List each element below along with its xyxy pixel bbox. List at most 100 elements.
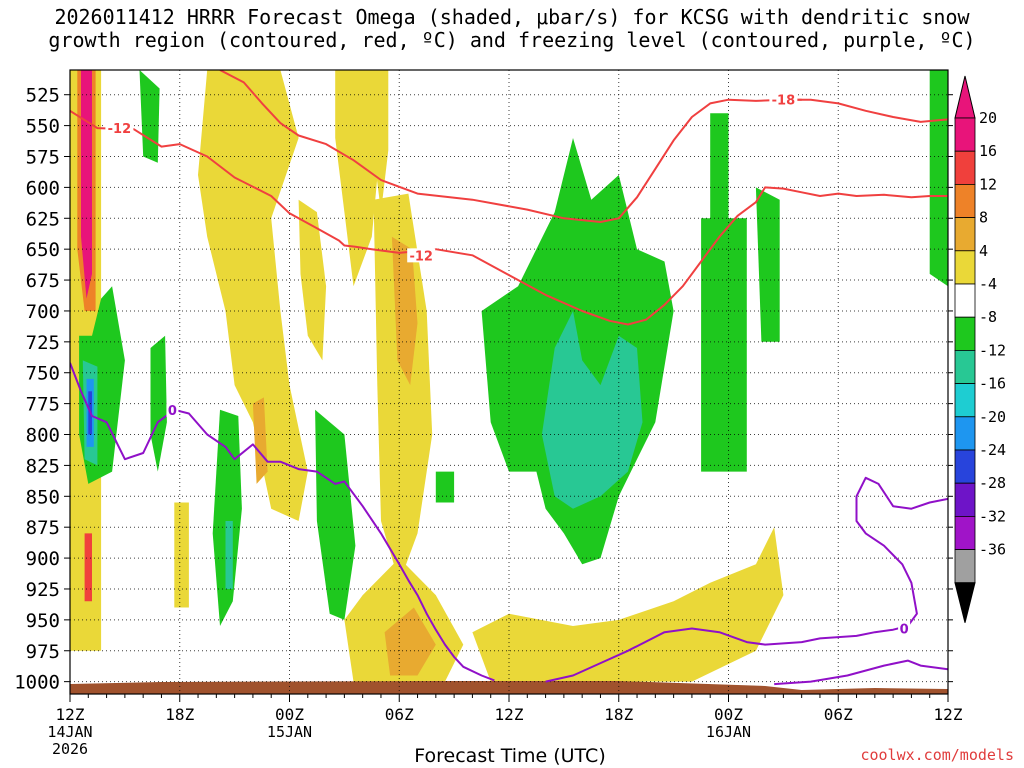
- x-tick-date-2: 15JAN: [267, 723, 312, 741]
- omega-region-29: [701, 218, 747, 472]
- omega-shading: [70, 70, 948, 682]
- x-axis-label: Forecast Time (UTC): [414, 745, 606, 767]
- x-tick-label-8: 12Z: [934, 705, 963, 724]
- colorbar-swatch-12: [954, 516, 976, 551]
- omega-region-17: [335, 70, 381, 287]
- y-tick-label-875: 875: [26, 517, 60, 539]
- x-tick-date-6: 16JAN: [706, 723, 751, 741]
- dgz-line-0: [70, 109, 948, 326]
- omega-region-26: [541, 311, 643, 509]
- y-tick-label-700: 700: [26, 301, 60, 323]
- freezing-line-2: [774, 659, 948, 686]
- omega-region-15: [174, 502, 189, 608]
- colorbar-label-8: -16: [979, 375, 1006, 393]
- colorbar-label-13: -36: [979, 541, 1006, 559]
- colorbar-swatch-2: [954, 183, 976, 218]
- colorbar-swatch-4: [954, 250, 976, 285]
- x-tick-label-0: 12Z: [56, 705, 85, 724]
- contour-label-3: 0: [168, 404, 177, 419]
- y-tick-label-625: 625: [26, 208, 60, 230]
- colorbar-swatch-6: [954, 316, 976, 351]
- colorbar-label-0: 20: [979, 109, 997, 127]
- omega-region-19: [366, 70, 389, 213]
- omega-region-27: [472, 527, 784, 682]
- y-tick-label-925: 925: [26, 579, 60, 601]
- contour-label-4: 0: [900, 623, 909, 638]
- colorbar-label-4: 4: [979, 242, 988, 260]
- y-tick-label-725: 725: [26, 332, 60, 354]
- colorbar-label-5: -4: [979, 275, 997, 293]
- contour-label-bg-4: [898, 621, 911, 636]
- y-tick-label-750: 750: [26, 363, 60, 385]
- colorbar-swatch-1: [954, 150, 976, 185]
- colorbar: 20 16 12 8 4 -4 -8 -12 -16 -20 -24 -28 -32 -36: [954, 75, 1006, 623]
- y-tick-label-900: 900: [26, 548, 60, 570]
- colorbar-label-7: -12: [979, 341, 1006, 359]
- omega-region-24: [435, 471, 455, 503]
- y-tick-label-825: 825: [26, 455, 60, 477]
- omega-region-18: [315, 409, 356, 620]
- y-tick-label-800: 800: [26, 425, 60, 447]
- contour-label-2: -18: [772, 94, 796, 109]
- contour-label-1: -12: [409, 249, 433, 264]
- omega-region-2: [81, 70, 92, 299]
- omega-region-21: [391, 236, 418, 386]
- y-tick-label-675: 675: [26, 270, 60, 292]
- omega-region-23: [384, 607, 436, 676]
- omega-region-13: [212, 409, 242, 626]
- colorbar-label-12: -32: [979, 507, 1006, 525]
- x-tick-label-6: 00Z: [714, 705, 743, 724]
- y-tick-label-650: 650: [26, 239, 60, 261]
- x-tick-label-5: 18Z: [604, 705, 633, 724]
- colorbar-swatch-0: [954, 117, 976, 152]
- colorbar-swatch-10: [954, 449, 976, 484]
- colorbar-swatch-3: [954, 217, 976, 252]
- colorbar-label-11: -28: [979, 474, 1006, 492]
- y-tick-label-850: 850: [26, 486, 60, 508]
- dgz-line-1: [219, 70, 948, 223]
- contour-label-bg-0: [105, 121, 134, 136]
- credit-text: coolwx.com/models: [860, 746, 1014, 764]
- y-tick-label-550: 550: [26, 116, 60, 138]
- colorbar-swatch-7: [954, 349, 976, 384]
- contour-label-bg-1: [407, 248, 436, 263]
- x-tick-label-1: 18Z: [165, 705, 194, 724]
- y-tick-label-600: 600: [26, 177, 60, 199]
- y-tick-label-1000: 1000: [14, 672, 60, 694]
- x-tick-year-0: 2026: [52, 740, 88, 758]
- y-tick-label-950: 950: [26, 610, 60, 632]
- omega-region-16: [298, 199, 327, 361]
- x-tick-label-2: 00Z: [275, 705, 304, 724]
- omega-region-14: [225, 521, 233, 589]
- contour-label-bg-3: [166, 402, 179, 417]
- colorbar-label-2: 12: [979, 175, 997, 193]
- y-tick-label-775: 775: [26, 394, 60, 416]
- contour-label-bg-2: [769, 92, 798, 107]
- omega-region-30: [755, 187, 780, 342]
- x-tick-label-3: 06Z: [385, 705, 414, 724]
- colorbar-swatch-9: [954, 416, 976, 451]
- y-tick-label-575: 575: [26, 146, 60, 168]
- axes: 525 550 575 600 625 650 675 700 725 750 775 800 825 8…: [14, 69, 963, 758]
- contour-label-0: -12: [108, 122, 132, 137]
- omega-region-20: [373, 193, 433, 583]
- omega-region-31: [929, 70, 948, 287]
- omega-region-9: [139, 70, 160, 163]
- x-tick-label-4: 12Z: [495, 705, 524, 724]
- colorbar-label-9: -20: [979, 408, 1006, 426]
- colorbar-top-arrow: [954, 75, 976, 119]
- colorbar-swatch-11: [954, 482, 976, 517]
- chart-title: 2026011412 HRRR Forecast Omega (shaded, …: [0, 6, 1024, 52]
- colorbar-label-10: -24: [979, 441, 1006, 459]
- colorbar-bottom-arrow: [954, 582, 976, 623]
- colorbar-swatch-5: [954, 283, 976, 318]
- colorbar-label-1: 16: [979, 142, 997, 160]
- colorbar-swatch-8: [954, 383, 976, 418]
- omega-region-12: [252, 397, 268, 484]
- x-tick-label-7: 06Z: [824, 705, 853, 724]
- y-tick-label-525: 525: [26, 85, 60, 107]
- colorbar-label-3: 8: [979, 209, 988, 227]
- title-line-1: 2026011412 HRRR Forecast Omega (shaded, …: [54, 5, 970, 29]
- colorbar-label-6: -8: [979, 308, 997, 326]
